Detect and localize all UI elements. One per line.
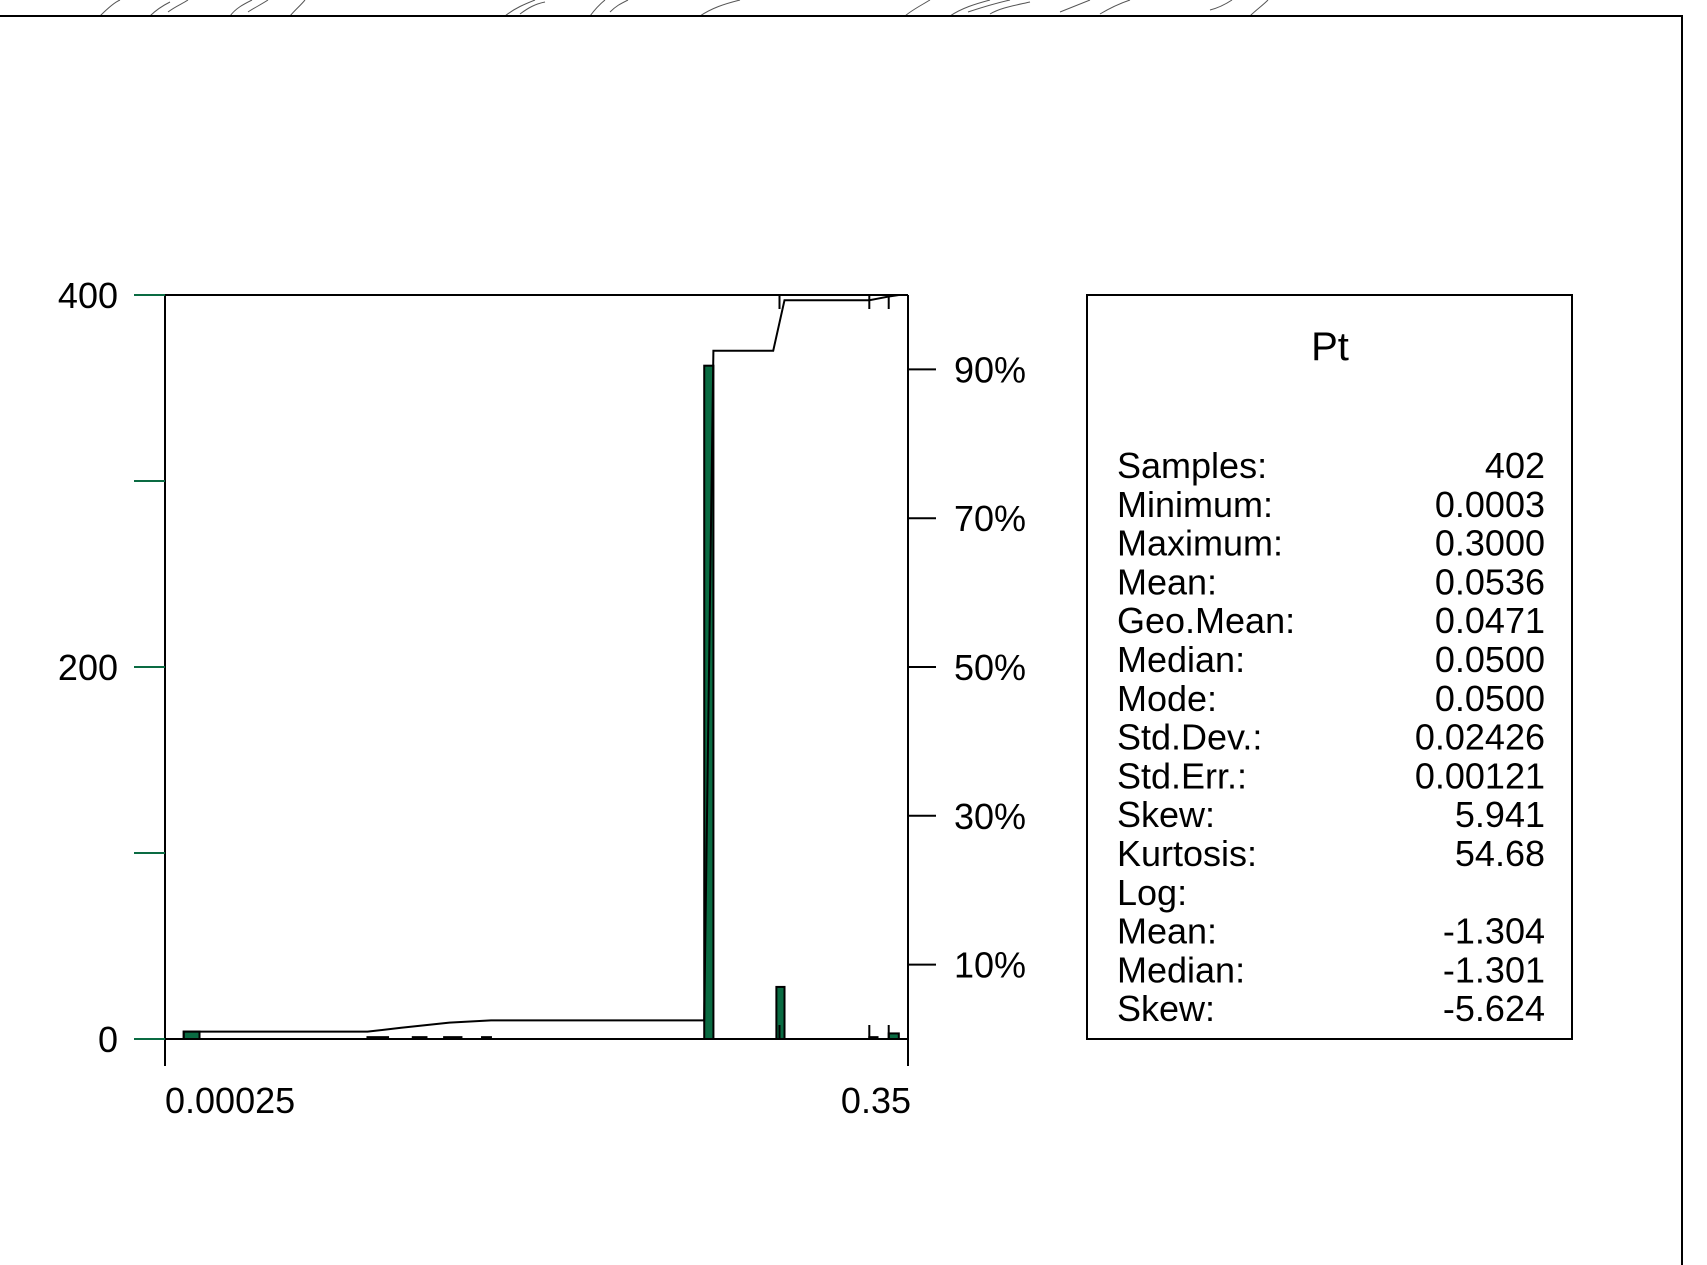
stats-row-value: -1.301 <box>1443 949 1545 990</box>
y-tick-label: 0 <box>98 1019 118 1060</box>
stats-row-label: Geo.Mean: <box>1117 600 1295 641</box>
y2-tick-label: 50% <box>954 647 1026 688</box>
stats-row-value: 0.0500 <box>1435 639 1545 680</box>
stats-row-label: Mean: <box>1117 561 1217 602</box>
stats-row-value: 0.02426 <box>1415 717 1545 758</box>
stats-row-value: 0.0003 <box>1435 484 1545 525</box>
stats-row-value: 5.941 <box>1455 794 1545 835</box>
y2-tick-label: 10% <box>954 945 1026 986</box>
x-tick-label: 0.00025 <box>165 1080 295 1121</box>
stats-row-label: Skew: <box>1117 988 1215 1029</box>
stats-row-label: Log: <box>1117 872 1187 913</box>
top-edge-contour-lines <box>99 0 1269 17</box>
stats-row-value: 0.0536 <box>1435 561 1545 602</box>
y2-tick-label: 30% <box>954 796 1026 837</box>
histogram-bar <box>182 1030 201 1041</box>
y-tick-label: 400 <box>58 275 118 316</box>
axes: 0 200 400 10% 30% 50% 70% 90% 0.00025 0.35 <box>58 275 1026 1121</box>
stats-row-value: -1.304 <box>1443 911 1545 952</box>
stats-row-value: 0.3000 <box>1435 523 1545 564</box>
stats-row-value: 0.0471 <box>1435 600 1545 641</box>
stats-row-label: Maximum: <box>1117 523 1283 564</box>
stats-row-value: 54.68 <box>1455 833 1545 874</box>
stats-row-value: 0.0500 <box>1435 678 1545 719</box>
stats-row-label: Median: <box>1117 949 1245 990</box>
histogram-bars <box>182 364 900 1041</box>
stats-row-label: Mode: <box>1117 678 1217 719</box>
stats-row-label: Kurtosis: <box>1117 833 1257 874</box>
stats-box <box>1086 294 1573 1040</box>
y2-tick-label: 70% <box>954 498 1026 539</box>
stats-row-label: Minimum: <box>1117 484 1273 525</box>
y2-tick-label: 90% <box>954 349 1026 390</box>
figure-frame <box>0 15 1683 1265</box>
stats-row-label: Mean: <box>1117 911 1217 952</box>
stats-row-label: Samples: <box>1117 445 1267 486</box>
x-tick-label: 0.35 <box>841 1080 911 1121</box>
stats-row-label: Skew: <box>1117 794 1215 835</box>
stats-rows: Samples: 402 Minimum: 0.0003 Maximum: 0.3000 M… <box>1117 445 1545 1029</box>
y-tick-label: 200 <box>58 647 118 688</box>
cumulative-percent-line <box>182 294 908 1039</box>
stats-row-value: 402 <box>1485 445 1545 486</box>
stats-row-label: Std.Dev.: <box>1117 717 1262 758</box>
stats-title: Pt <box>1311 325 1349 369</box>
stats-row-value: -5.624 <box>1443 988 1545 1029</box>
stats-row-label: Median: <box>1117 639 1245 680</box>
stats-row-label: Std.Err.: <box>1117 755 1247 796</box>
stats-row-value: 0.00121 <box>1415 755 1545 796</box>
